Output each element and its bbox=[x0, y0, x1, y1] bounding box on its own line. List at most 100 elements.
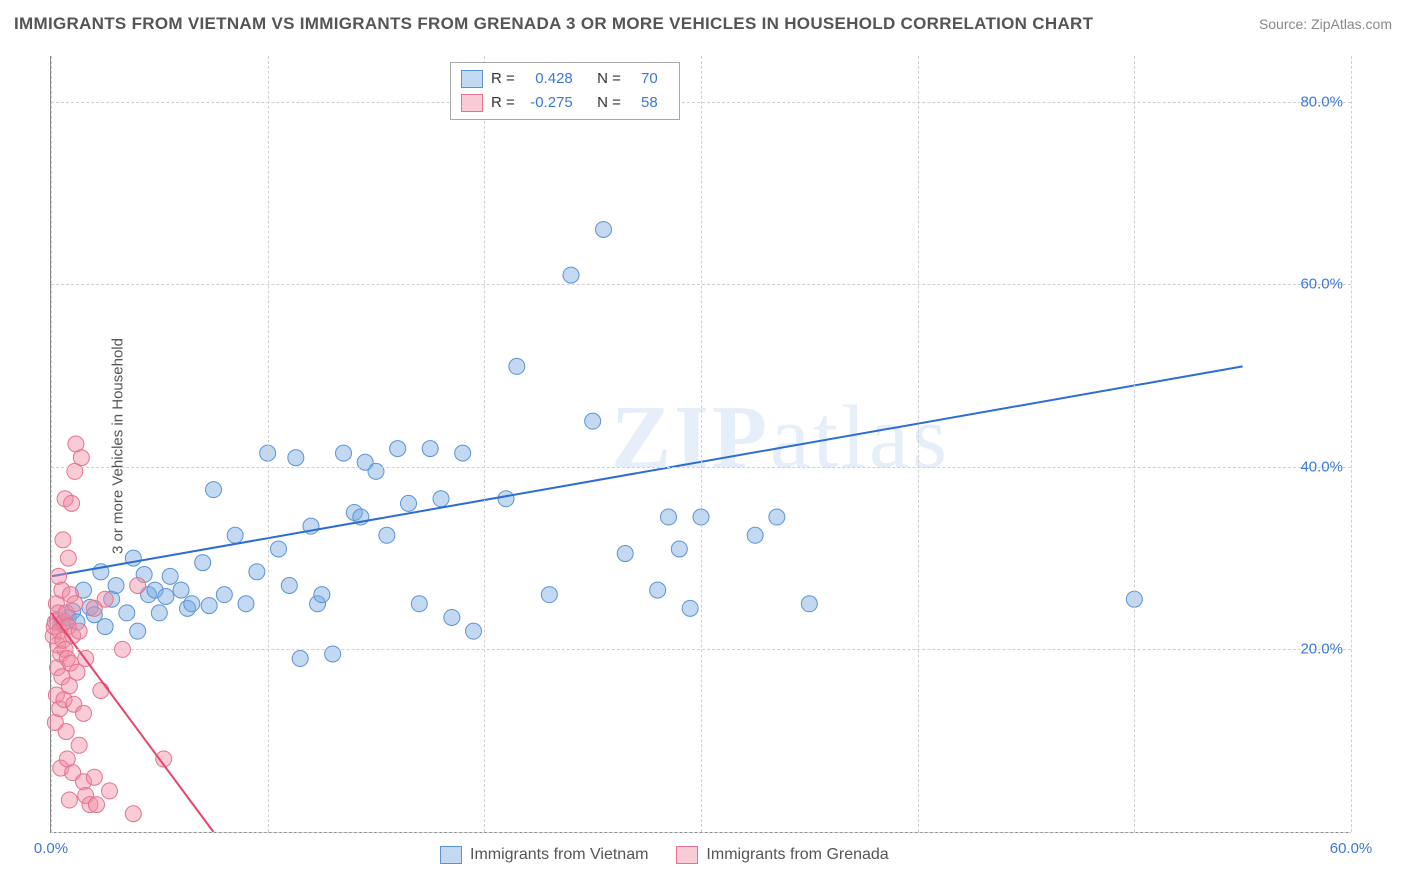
series-legend-item: Immigrants from Vietnam bbox=[440, 846, 648, 864]
data-point bbox=[671, 541, 687, 557]
data-point bbox=[216, 587, 232, 603]
legend-swatch bbox=[461, 70, 483, 88]
data-point bbox=[661, 509, 677, 525]
data-point bbox=[288, 450, 304, 466]
y-tick-label: 80.0% bbox=[1300, 93, 1343, 110]
gridline-v bbox=[918, 56, 919, 832]
gridline-v bbox=[1134, 56, 1135, 832]
gridline-v bbox=[1351, 56, 1352, 832]
data-point bbox=[64, 495, 80, 511]
data-point bbox=[325, 646, 341, 662]
series-legend: Immigrants from Vietnam Immigrants from G… bbox=[440, 846, 889, 864]
gridline-v bbox=[268, 56, 269, 832]
data-point bbox=[314, 587, 330, 603]
data-point bbox=[541, 587, 557, 603]
n-value: 70 bbox=[641, 67, 669, 91]
data-point bbox=[86, 769, 102, 785]
data-point bbox=[60, 550, 76, 566]
chart-title: IMMIGRANTS FROM VIETNAM VS IMMIGRANTS FR… bbox=[14, 14, 1093, 34]
data-point bbox=[71, 737, 87, 753]
stats-legend-row: R = 0.428 N = 70 bbox=[461, 67, 669, 91]
y-tick-label: 60.0% bbox=[1300, 276, 1343, 293]
gridline-h bbox=[51, 832, 1351, 833]
data-point bbox=[390, 441, 406, 457]
data-point bbox=[422, 441, 438, 457]
stats-legend-row: R = -0.275 N = 58 bbox=[461, 91, 669, 115]
y-tick-label: 20.0% bbox=[1300, 641, 1343, 658]
data-point bbox=[130, 578, 146, 594]
legend-swatch bbox=[461, 94, 483, 112]
data-point bbox=[747, 527, 763, 543]
data-point bbox=[130, 623, 146, 639]
gridline-v bbox=[701, 56, 702, 832]
r-value: -0.275 bbox=[523, 91, 573, 115]
data-point bbox=[89, 797, 105, 813]
data-point bbox=[119, 605, 135, 621]
n-label: N = bbox=[597, 91, 621, 115]
data-point bbox=[466, 623, 482, 639]
data-point bbox=[801, 596, 817, 612]
series-legend-item: Immigrants from Grenada bbox=[676, 846, 888, 864]
data-point bbox=[563, 267, 579, 283]
data-point bbox=[585, 413, 601, 429]
trend-line bbox=[51, 366, 1243, 576]
data-point bbox=[71, 623, 87, 639]
stats-legend-box: R = 0.428 N = 70 R = -0.275 N = 58 bbox=[450, 62, 680, 120]
data-point bbox=[249, 564, 265, 580]
gridline-v bbox=[484, 56, 485, 832]
data-point bbox=[617, 546, 633, 562]
r-value: 0.428 bbox=[523, 67, 573, 91]
data-point bbox=[433, 491, 449, 507]
n-value: 58 bbox=[641, 91, 669, 115]
n-label: N = bbox=[597, 67, 621, 91]
data-point bbox=[509, 358, 525, 374]
data-point bbox=[444, 609, 460, 625]
data-point bbox=[596, 221, 612, 237]
data-point bbox=[201, 598, 217, 614]
data-point bbox=[108, 578, 124, 594]
data-point bbox=[97, 591, 113, 607]
data-point bbox=[368, 463, 384, 479]
plot-area: ZIPatlas 20.0%40.0%60.0%80.0%0.0%60.0% bbox=[50, 56, 1351, 833]
data-point bbox=[69, 664, 85, 680]
data-point bbox=[195, 555, 211, 571]
data-point bbox=[401, 495, 417, 511]
data-point bbox=[682, 600, 698, 616]
data-point bbox=[498, 491, 514, 507]
r-label: R = bbox=[491, 91, 515, 115]
data-point bbox=[162, 568, 178, 584]
data-point bbox=[58, 724, 74, 740]
gridline-v bbox=[51, 56, 52, 832]
data-point bbox=[379, 527, 395, 543]
source-label: Source: ZipAtlas.com bbox=[1259, 16, 1392, 32]
data-point bbox=[227, 527, 243, 543]
series-name: Immigrants from Grenada bbox=[706, 846, 888, 864]
legend-swatch bbox=[440, 846, 462, 864]
y-tick-label: 40.0% bbox=[1300, 458, 1343, 475]
x-tick-label: 0.0% bbox=[34, 840, 68, 857]
data-point bbox=[73, 450, 89, 466]
data-point bbox=[184, 596, 200, 612]
data-point bbox=[281, 578, 297, 594]
legend-swatch bbox=[676, 846, 698, 864]
data-point bbox=[158, 588, 174, 604]
data-point bbox=[769, 509, 785, 525]
data-point bbox=[61, 792, 77, 808]
data-point bbox=[97, 619, 113, 635]
data-point bbox=[173, 582, 189, 598]
series-name: Immigrants from Vietnam bbox=[470, 846, 648, 864]
data-point bbox=[238, 596, 254, 612]
data-point bbox=[125, 806, 141, 822]
r-label: R = bbox=[491, 67, 515, 91]
data-point bbox=[292, 651, 308, 667]
data-point bbox=[206, 482, 222, 498]
data-point bbox=[93, 682, 109, 698]
data-point bbox=[151, 605, 167, 621]
data-point bbox=[76, 705, 92, 721]
data-point bbox=[271, 541, 287, 557]
data-point bbox=[55, 532, 71, 548]
data-point bbox=[650, 582, 666, 598]
data-point bbox=[455, 445, 471, 461]
x-tick-label: 60.0% bbox=[1330, 840, 1373, 857]
data-point bbox=[67, 596, 83, 612]
